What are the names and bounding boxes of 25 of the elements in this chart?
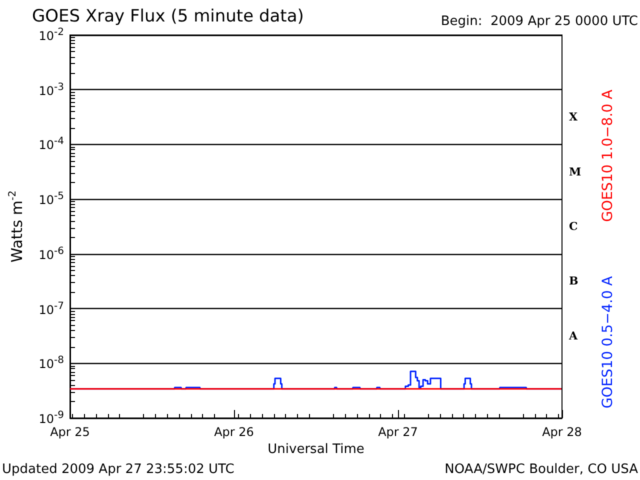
text: B [569, 274, 578, 288]
chart-title: GOES Xray Flux (5 minute data) [32, 6, 304, 26]
text: GOES10 0.5−4.0 A [600, 276, 616, 408]
x-axis-title: Universal Time [268, 442, 364, 457]
y-tick-label: 10$^{-2}$ [38, 26, 64, 44]
text: X [569, 110, 578, 124]
y-tick-label: 10$^{-5}$ [38, 190, 64, 208]
text: M [569, 165, 582, 178]
y-tick-label: 10$^{-8}$ [38, 354, 64, 372]
chart-subtitle: Begin: 2009 Apr 25 0000 UTC [440, 14, 638, 29]
y-tick-label: 10$^{-4}$ [38, 135, 64, 154]
text: C [569, 220, 578, 233]
x-tick-label: Apr 27 [378, 425, 418, 439]
x-tick-label: Apr 25 [50, 425, 90, 439]
y-tick-label: 10$^{-3}$ [38, 80, 64, 99]
y-axis-title: Watts m-2 [8, 190, 26, 262]
text: A [568, 329, 578, 342]
y-tick-label: 10$^{-7}$ [38, 300, 64, 318]
y-tick-label: 10$^{-6}$ [38, 244, 64, 263]
x-tick-label: Apr 26 [214, 425, 254, 439]
text: GOES10 1.0−8.0 A [600, 89, 616, 222]
text: Updated 2009 Apr 27 23:55:02 UTC [2, 462, 234, 477]
y-tick-label: 10$^{-9}$ [38, 409, 64, 427]
text: NOAA/SWPC Boulder, CO USA [444, 462, 638, 477]
x-tick-label: Apr 28 [542, 425, 582, 439]
